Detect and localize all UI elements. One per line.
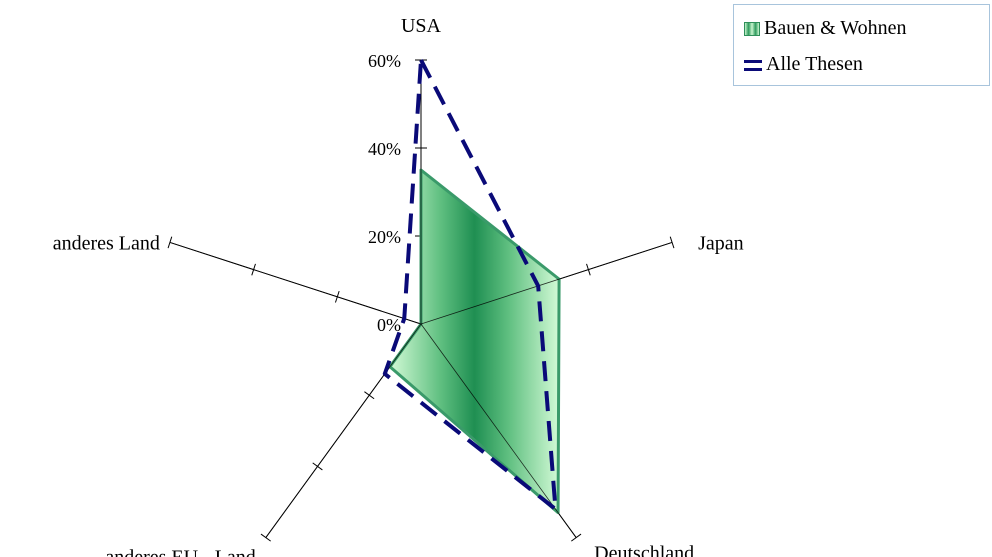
axis-line-overlay bbox=[420, 323, 577, 538]
category-label: Japan bbox=[698, 232, 744, 254]
category-label: Deutschland bbox=[594, 543, 694, 557]
category-label: USA bbox=[401, 15, 442, 37]
legend-item-bauen: Bauen & Wohnen bbox=[744, 17, 906, 40]
category-label: anderes EU - Land bbox=[105, 547, 256, 557]
legend-swatch-bauen bbox=[744, 21, 760, 36]
axis-line-overlay bbox=[265, 323, 422, 538]
tick-label: 20% bbox=[368, 227, 401, 247]
axis-line-overlay bbox=[169, 242, 422, 325]
tick-label: 40% bbox=[368, 139, 401, 159]
legend-label-bauen: Bauen & Wohnen bbox=[764, 17, 907, 39]
radar-series bbox=[169, 58, 673, 538]
series-alle-thesen-line bbox=[382, 58, 558, 512]
legend-label-alle: Alle Thesen bbox=[766, 53, 863, 75]
radar-labels: 0% 20% 40% 60%USA Japan Deutschland anderes EU… bbox=[53, 15, 744, 557]
series-bauen-wohnen-area bbox=[388, 168, 561, 515]
legend: Bauen & Wohnen Alle Thesen bbox=[733, 4, 990, 86]
axis-line-overlay bbox=[420, 242, 673, 325]
tick-label: 60% bbox=[368, 51, 401, 71]
tick-label: 0% bbox=[377, 315, 401, 335]
legend-swatch-alle bbox=[744, 58, 762, 72]
legend-item-alle: Alle Thesen bbox=[744, 53, 863, 76]
category-label: anderes Land bbox=[53, 232, 160, 254]
